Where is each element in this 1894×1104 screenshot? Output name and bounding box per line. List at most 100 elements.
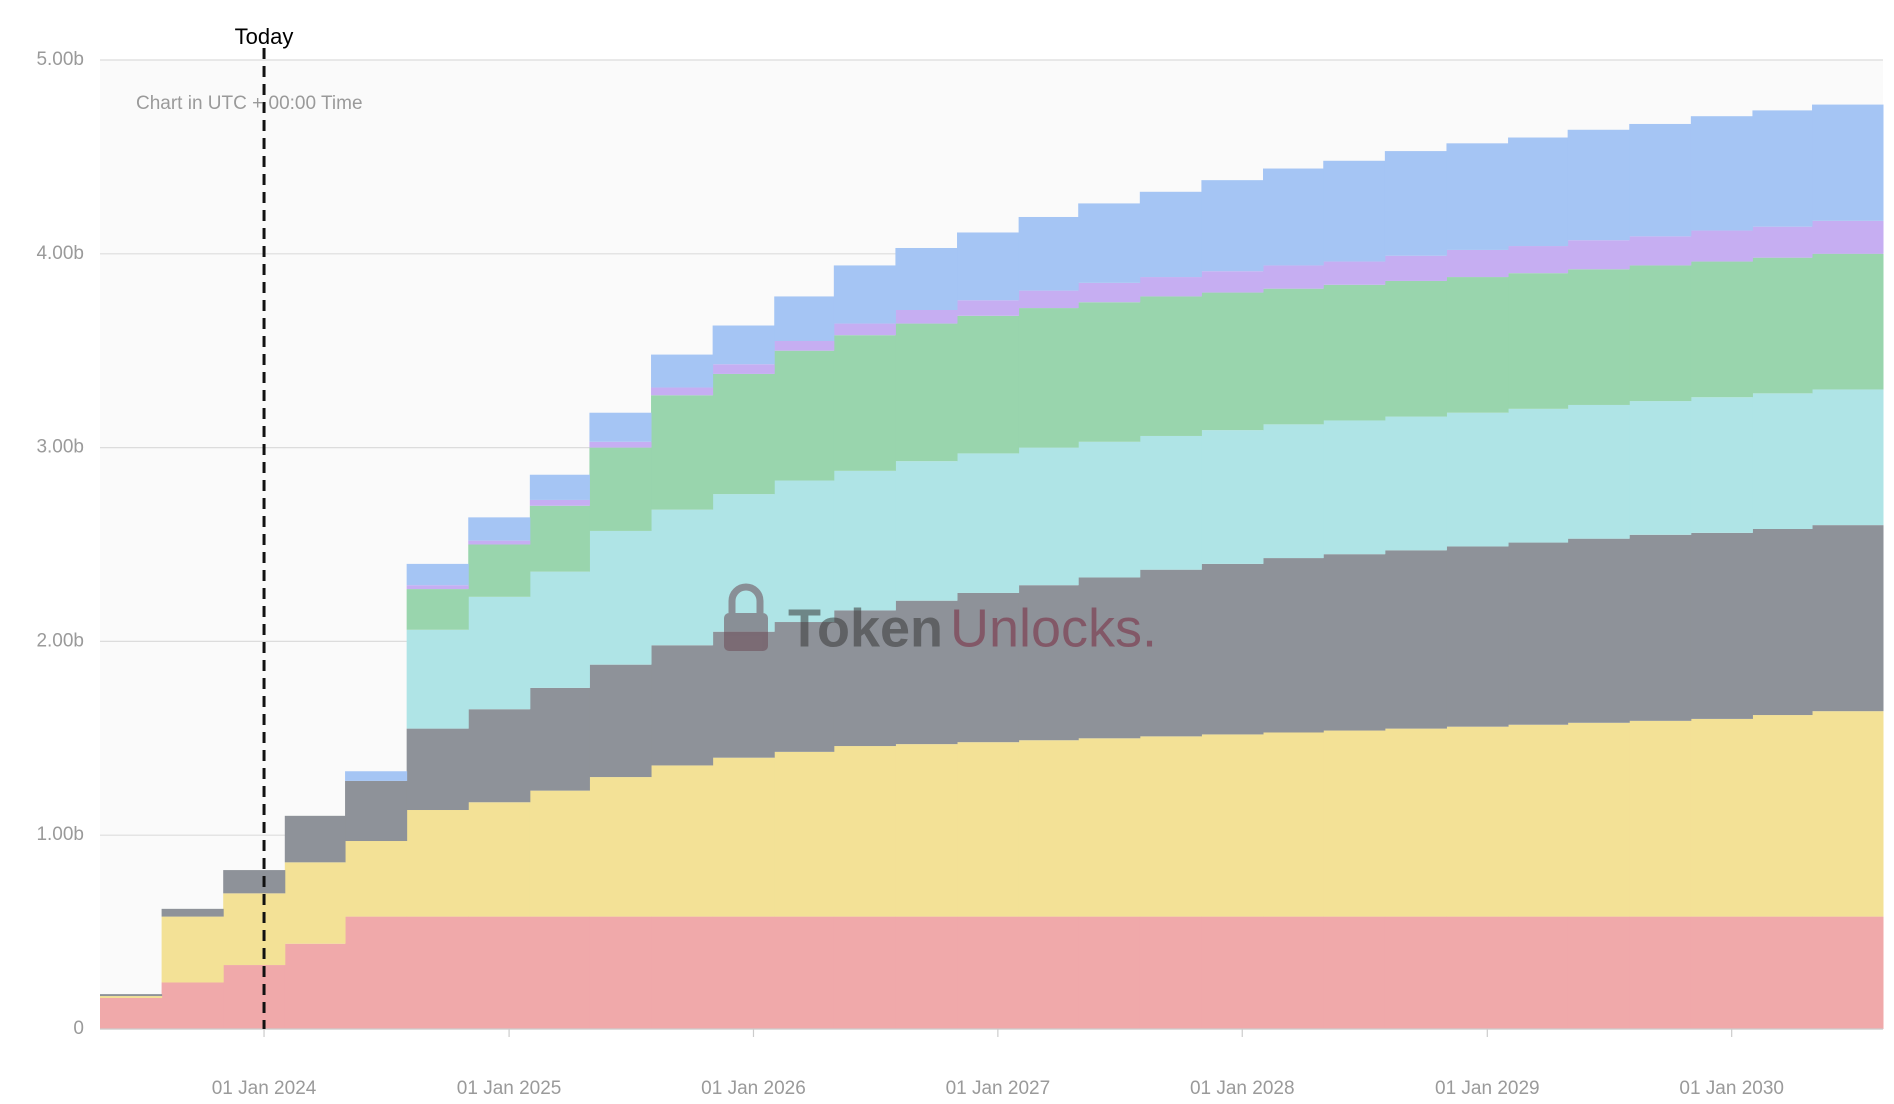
area-step [406,728,469,811]
x-tick-label: 01 Jan 2028 [1190,1078,1295,1099]
area-step [1629,265,1692,402]
area-step [589,916,652,1029]
area-step [1629,236,1692,266]
area-step [589,777,652,917]
area-step [957,315,1020,454]
area-step [1323,554,1386,731]
area-step [345,780,408,842]
area-step [468,517,531,541]
area-step [1812,220,1884,254]
area-step [1446,143,1509,250]
area-step [651,387,714,396]
watermark-token: Token [788,598,943,658]
area-step [161,908,224,917]
y-tick-label: 5.00b [36,49,84,70]
area-step [1201,734,1264,917]
area-step [651,765,714,917]
area-step [1263,424,1324,559]
area-step [1812,711,1884,917]
area-step [833,335,896,471]
area-step [1139,296,1202,436]
area-step [223,893,286,966]
area-step [712,325,775,365]
area-step [895,247,958,311]
area-step [774,751,835,917]
area-step [1323,284,1386,421]
area-step [1384,151,1447,256]
area-step [895,916,958,1029]
area-step [468,709,531,803]
area-step [1690,230,1753,262]
area-step [406,589,469,630]
area-step [1508,916,1569,1029]
area-step [406,810,469,917]
area-step [1446,412,1509,547]
area-step [774,480,835,623]
area-step [1812,253,1884,390]
area-step [1812,916,1884,1029]
area-step [589,530,652,665]
area-step [895,744,958,917]
area-step [1629,123,1692,237]
area-step [1018,308,1079,448]
area-step [1384,728,1447,917]
area-step [833,323,896,336]
area-step [284,862,346,944]
area-step [895,600,958,745]
area-step [1629,916,1692,1029]
area-step [1263,168,1324,266]
area-step [774,622,835,752]
area-step [1323,730,1386,917]
area-step [529,687,590,791]
area-step [161,982,224,1029]
area-step [1078,441,1141,578]
area-step [406,629,469,729]
area-step [1323,420,1386,555]
x-tick-label: 01 Jan 2030 [1679,1078,1784,1099]
area-step [957,300,1020,316]
area-step [1263,288,1324,425]
area-step [1752,226,1813,258]
area-step [651,645,714,766]
area-step [1508,724,1569,917]
area-step [833,916,896,1029]
area-step [468,596,531,710]
chart-note: Chart in UTC + 00:00 Time [136,93,363,114]
area-step [1384,550,1447,729]
area-step [1567,538,1630,723]
area-step [1018,916,1079,1029]
area-step [895,461,958,601]
area-step [1629,534,1692,721]
area-step [712,757,775,917]
area-step [1752,715,1813,917]
area-step [1812,389,1884,526]
area-step [468,802,531,917]
x-tick-label: 01 Jan 2029 [1435,1078,1540,1099]
area-step [1078,302,1141,442]
area-step [1018,447,1079,586]
area-step [1201,563,1264,735]
area-step [651,509,714,646]
area-step [1567,269,1630,405]
area-step [1752,110,1813,227]
y-tick-label: 1.00b [36,824,84,845]
area-step [1567,129,1630,241]
area-step [1263,916,1324,1029]
x-tick-label: 01 Jan 2024 [212,1078,317,1099]
area-step [223,965,286,1029]
area-step [1690,397,1753,533]
area-step [712,494,775,632]
area-step [833,470,896,611]
area-step [1690,916,1753,1029]
area-step [468,540,531,545]
area-step [774,341,835,351]
area-step [529,571,590,688]
area-step [651,916,714,1029]
area-step [529,505,590,572]
area-step [833,610,896,747]
area-step [406,916,469,1029]
area-step [1201,180,1264,272]
area-step [651,395,714,510]
area-step [1078,738,1141,917]
